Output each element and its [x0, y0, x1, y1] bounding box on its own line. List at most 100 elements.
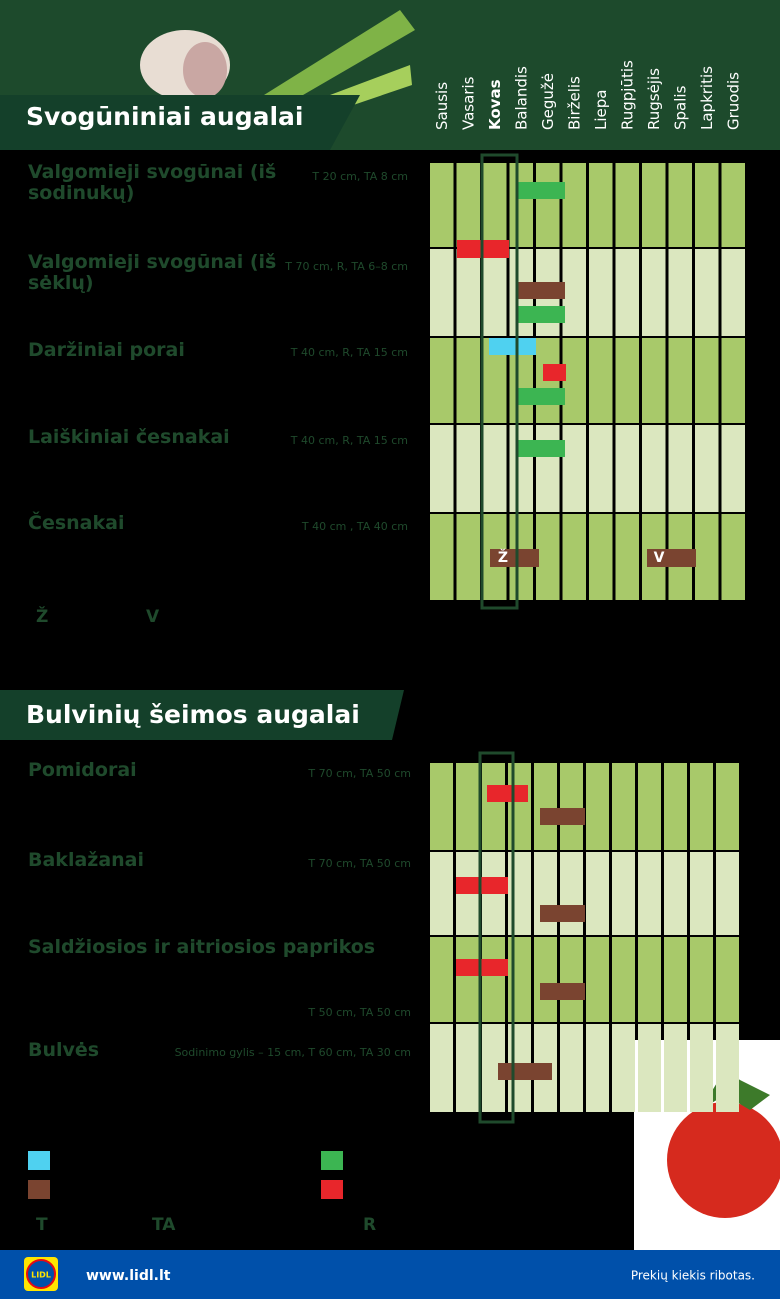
grid-cell	[695, 163, 719, 247]
legend-letter: R	[363, 1215, 377, 1235]
grid-cell	[668, 163, 692, 247]
grid-cell	[483, 249, 507, 336]
footer-band	[0, 1250, 780, 1299]
grid-cell	[586, 852, 609, 935]
plant-spacing: T 70 cm, R, TA 6–8 cm	[285, 260, 408, 273]
grid-cell	[483, 338, 507, 423]
section-title: Bulvinių šeimos augalai	[26, 700, 360, 729]
grid-cell	[482, 1024, 505, 1112]
plant-spacing: T 70 cm, TA 50 cm	[308, 767, 411, 780]
tomato	[667, 1102, 780, 1218]
legend-swatch	[321, 1180, 343, 1199]
bar	[456, 959, 508, 976]
grid-cell	[483, 163, 507, 247]
grid-cell	[664, 852, 687, 935]
note-letter: Ž	[36, 607, 49, 627]
bar	[647, 549, 696, 567]
grid-cell	[509, 425, 533, 512]
section-title-band	[0, 95, 360, 150]
grid-cell	[690, 852, 713, 935]
grid-cell	[664, 937, 687, 1022]
month-label: Rugsėjis	[645, 68, 663, 130]
plant-spacing: T 70 cm, TA 50 cm	[308, 857, 411, 870]
grid-cell	[562, 425, 586, 512]
grid-cell	[612, 1024, 635, 1112]
plant-spacing: T 40 cm, R, TA 15 cm	[290, 346, 408, 359]
bar	[517, 388, 565, 405]
plant-spacing: Sodinimo gylis – 15 cm, T 60 cm, TA 30 c…	[174, 1046, 411, 1059]
grid-cell	[508, 763, 531, 850]
grid-cell	[721, 514, 745, 600]
grid-cell	[456, 514, 480, 600]
grid-cell	[562, 338, 586, 423]
grid-cell	[509, 163, 533, 247]
month-label: Kovas	[486, 79, 504, 130]
grid-cell	[615, 425, 639, 512]
grid-cell	[612, 937, 635, 1022]
grid-cell	[430, 338, 454, 423]
grid-cell	[560, 937, 583, 1022]
grid-cell	[534, 852, 557, 935]
section-title-band	[0, 690, 404, 740]
bar-label: V	[654, 550, 665, 566]
month-label: Gegužė	[539, 73, 557, 130]
grid-cell	[695, 249, 719, 336]
grid-cell	[668, 338, 692, 423]
grid-cell	[586, 763, 609, 850]
grid-cell	[695, 425, 719, 512]
plant-spacing: T 20 cm, TA 8 cm	[312, 170, 408, 183]
grid-cell	[456, 763, 479, 850]
bar	[517, 282, 565, 299]
legend-letter: TA	[152, 1215, 176, 1235]
plant-spacing: T 40 cm, R, TA 15 cm	[290, 434, 408, 447]
bar	[456, 877, 508, 894]
grid-cell	[615, 514, 639, 600]
grid-cell	[456, 163, 480, 247]
grid-cell	[482, 937, 505, 1022]
grid-cell	[456, 425, 480, 512]
bar-label: Ž	[498, 549, 508, 566]
footer-note: Prekių kiekis ribotas.	[631, 1269, 755, 1283]
grid-cell	[615, 338, 639, 423]
grid-cell	[642, 338, 666, 423]
grid-cell	[430, 852, 453, 935]
grid-cell	[562, 249, 586, 336]
plant-name: Laiškiniai česnakai	[28, 426, 230, 448]
grid-cell	[430, 763, 453, 850]
grid-cell	[589, 338, 613, 423]
garlic-clove	[183, 42, 227, 98]
grid-cell	[586, 1024, 609, 1112]
grid-cell	[716, 763, 739, 850]
plant-spacing: T 50 cm, TA 50 cm	[308, 1006, 411, 1019]
grid-cell	[695, 514, 719, 600]
grid-cell	[430, 1024, 453, 1112]
legend-letter: T	[36, 1215, 48, 1235]
bar	[540, 905, 585, 922]
leek	[240, 10, 415, 120]
grid-cell	[589, 249, 613, 336]
bar	[489, 338, 536, 355]
bar	[517, 182, 565, 199]
grid-cell	[508, 852, 531, 935]
grid-cell	[721, 425, 745, 512]
plant-name: Baklažanai	[28, 849, 145, 871]
plant-name: Daržiniai porai	[28, 339, 185, 361]
month-label: Lapkritis	[698, 66, 716, 130]
grid-cell	[612, 852, 635, 935]
plant-name: Bulvės	[28, 1039, 100, 1061]
grid-cell	[716, 937, 739, 1022]
month-label: Vasaris	[460, 76, 478, 130]
month-label: Sausis	[433, 82, 451, 130]
grid-cell	[716, 1024, 739, 1112]
grid-cell	[716, 852, 739, 935]
grid-cell	[664, 1024, 687, 1112]
footer-url: www.lidl.lt	[86, 1268, 171, 1284]
grid-cell	[534, 763, 557, 850]
grid-cell	[642, 425, 666, 512]
grid-cell	[430, 163, 454, 247]
legend-swatch	[28, 1180, 50, 1199]
plant-name: Pomidorai	[28, 759, 137, 781]
bar	[498, 1063, 552, 1080]
grid-cell	[668, 249, 692, 336]
